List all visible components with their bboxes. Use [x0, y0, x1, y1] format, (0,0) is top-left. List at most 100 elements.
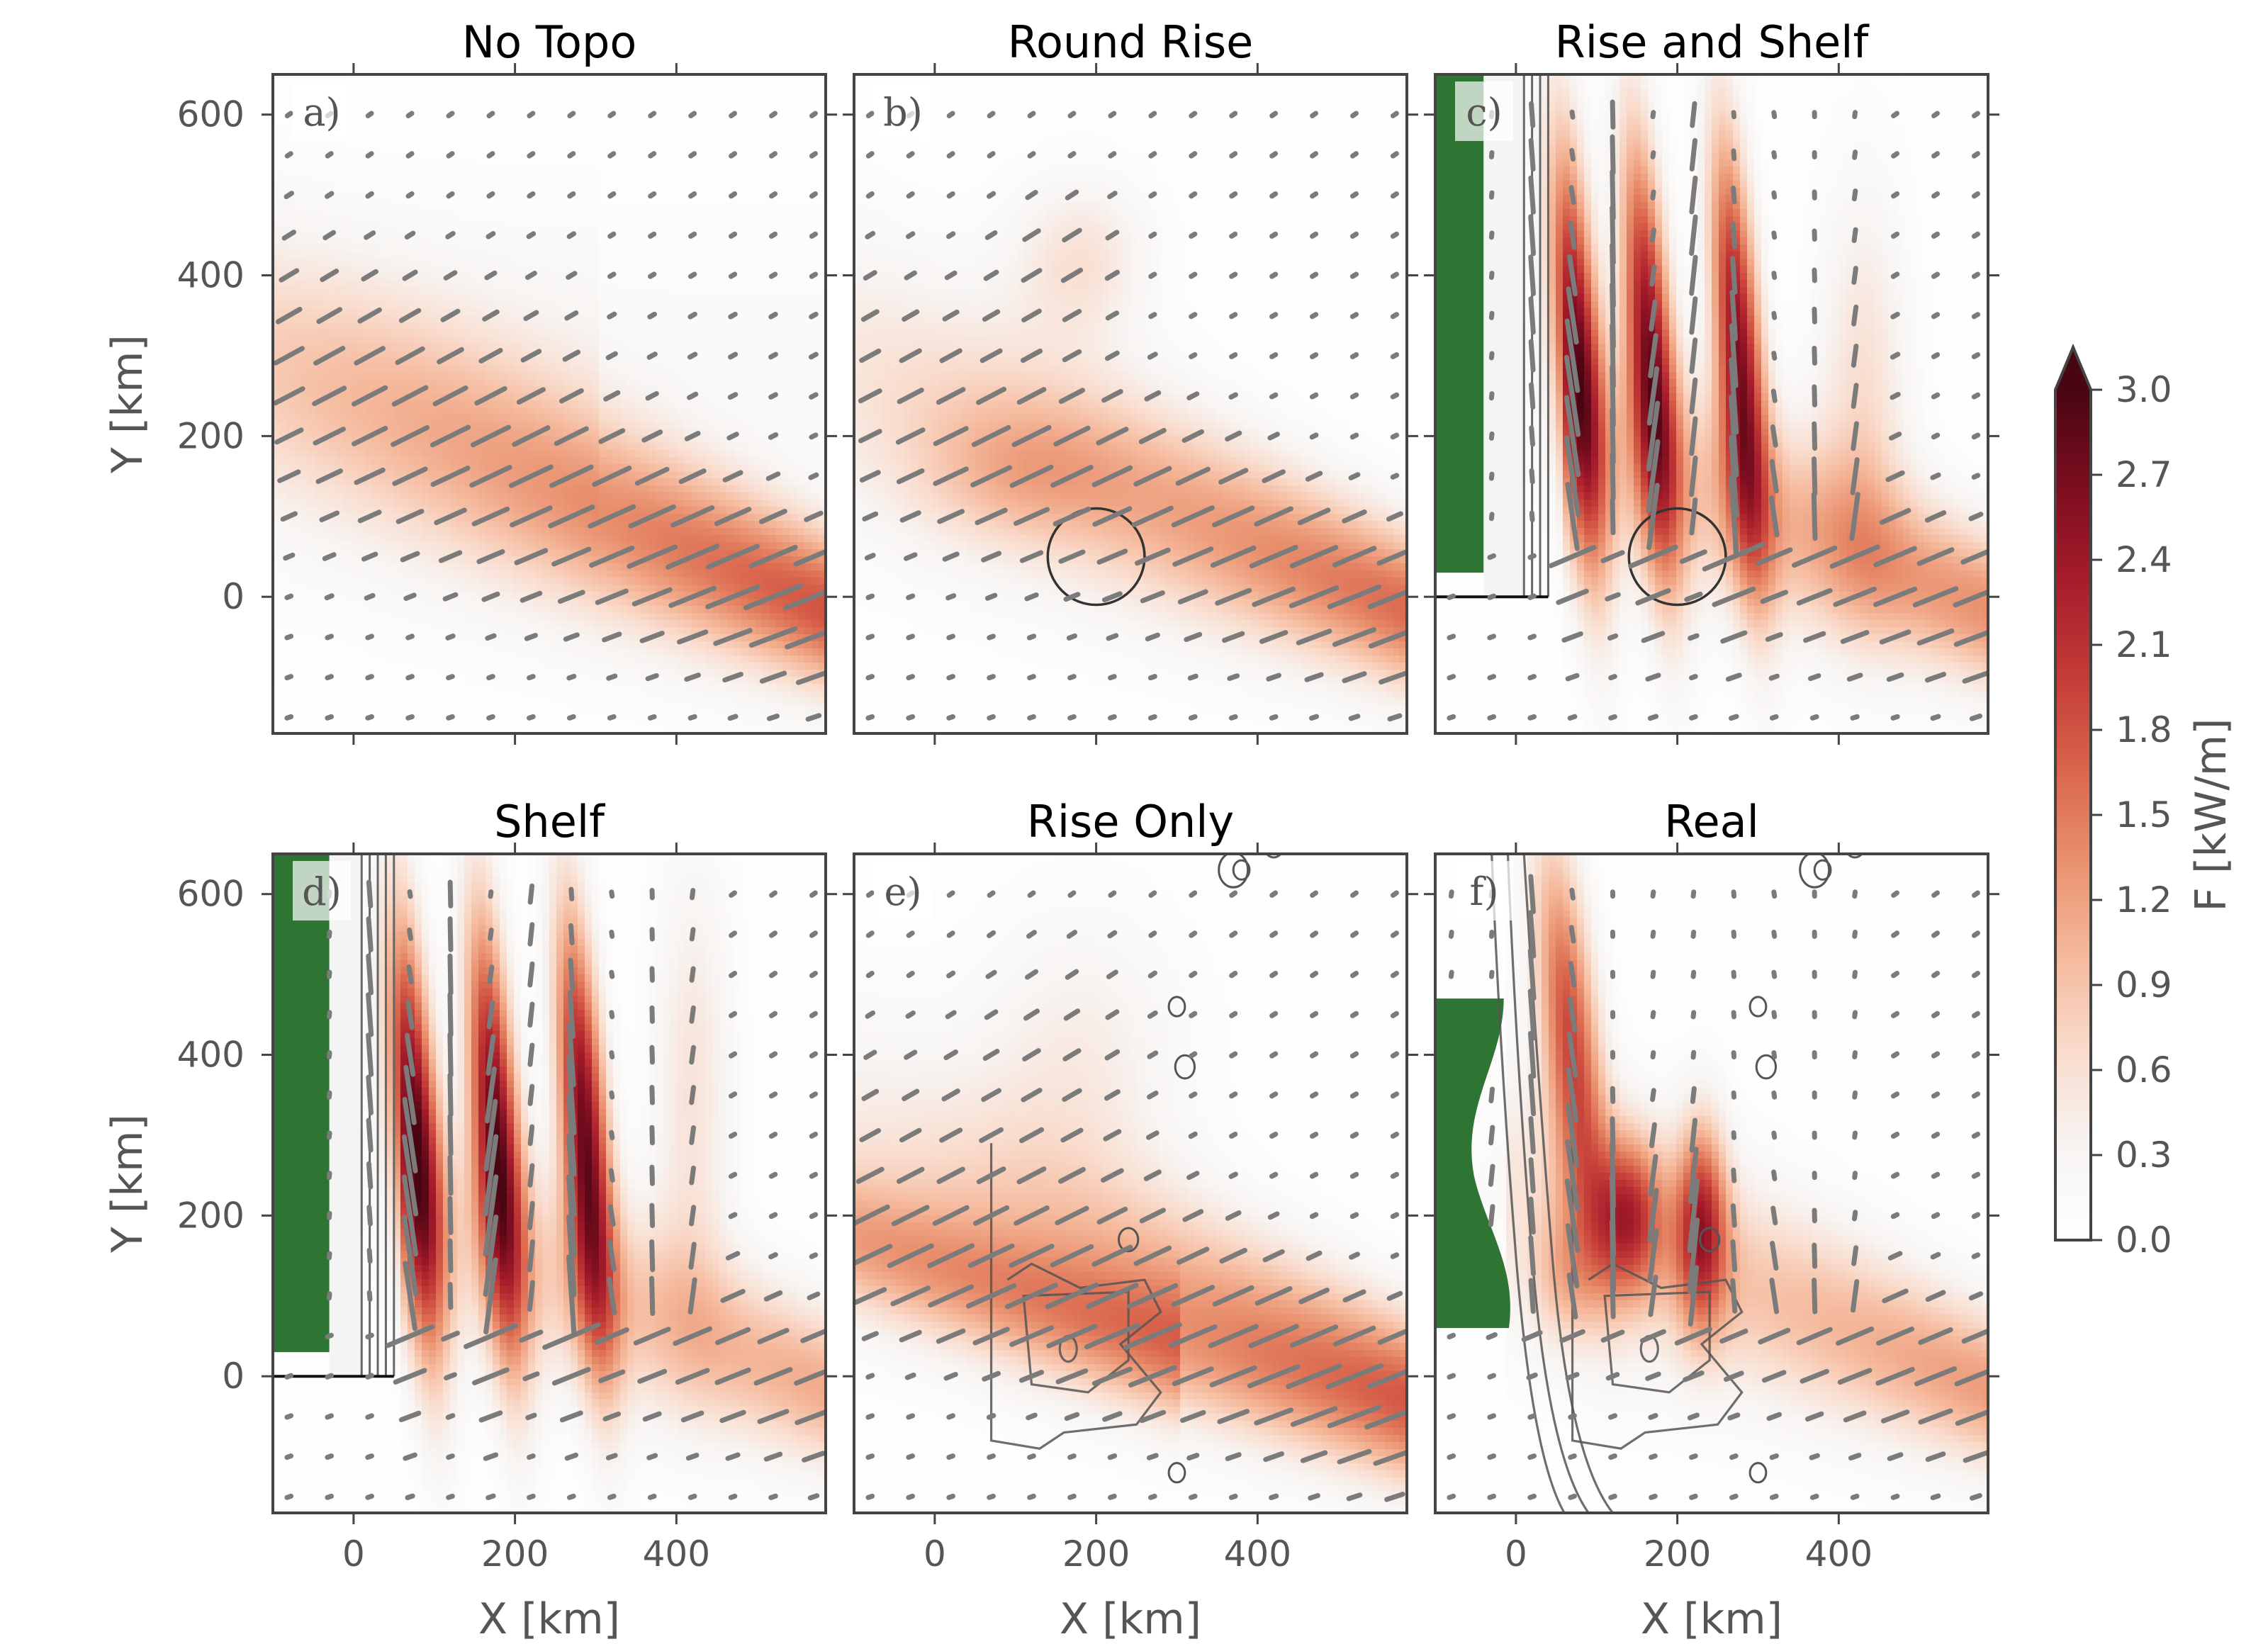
heatmap-cell [627, 627, 635, 635]
heatmap-cell [429, 337, 437, 344]
heatmap-cell [464, 351, 472, 359]
heatmap-cell [422, 400, 430, 408]
heatmap-cell [464, 273, 472, 281]
heatmap-cell [436, 422, 444, 429]
heatmap-cell [485, 641, 493, 649]
heatmap-cell [535, 259, 543, 266]
heatmap-cell [571, 117, 578, 125]
heatmap-cell [620, 422, 628, 429]
heatmap-cell [627, 422, 635, 429]
heatmap-cell [627, 280, 635, 288]
heatmap-cell [337, 500, 344, 507]
heatmap-cell [344, 167, 352, 174]
heatmap-cell [443, 500, 451, 507]
heatmap-cell [372, 330, 380, 337]
heatmap-cell [634, 308, 642, 316]
heatmap-cell [521, 485, 529, 493]
heatmap-cell [457, 478, 465, 486]
heatmap-cell [379, 223, 387, 231]
heatmap-cell [563, 230, 571, 238]
heatmap-cell [308, 563, 316, 571]
heatmap-cell [344, 528, 352, 536]
heatmap-cell [514, 195, 522, 203]
heatmap-cell [408, 330, 415, 337]
heatmap-cell [641, 301, 649, 309]
heatmap-cell [429, 570, 437, 578]
heatmap-cell [500, 337, 507, 344]
heatmap-cell [507, 96, 515, 103]
heatmap-cell [301, 415, 309, 422]
heatmap-cell [308, 216, 316, 224]
heatmap-cell [344, 634, 352, 642]
heatmap-cell [620, 96, 628, 103]
heatmap-cell [393, 74, 401, 82]
heatmap-cell [386, 464, 394, 472]
heatmap-cell [606, 500, 614, 507]
heatmap-cell [507, 216, 515, 224]
heatmap-cell [613, 393, 621, 401]
heatmap-cell [422, 81, 430, 89]
heatmap-cell [500, 202, 507, 210]
heatmap-cell [393, 613, 401, 621]
heatmap-cell [365, 655, 373, 663]
heatmap-cell [422, 294, 430, 302]
heatmap-cell [464, 521, 472, 529]
heatmap-cell [507, 344, 515, 351]
heatmap-cell [294, 322, 302, 330]
heatmap-cell [322, 209, 330, 217]
heatmap-cell [592, 712, 600, 720]
heatmap-cell [471, 252, 479, 259]
heatmap-cell [485, 308, 493, 316]
heatmap-cell [578, 152, 585, 160]
heatmap-cell [280, 81, 288, 89]
heatmap-cell [280, 698, 288, 706]
heatmap-cell [493, 337, 500, 344]
heatmap-cell [620, 691, 628, 699]
heatmap-cell [634, 393, 642, 401]
heatmap-cell [280, 365, 288, 373]
heatmap-cell [620, 698, 628, 706]
heatmap-cell [379, 110, 387, 118]
heatmap-cell [365, 74, 373, 82]
heatmap-cell [507, 379, 515, 387]
heatmap-cell [365, 124, 373, 132]
heatmap-cell [528, 705, 536, 713]
heatmap-cell [507, 117, 515, 125]
heatmap-cell [337, 174, 344, 181]
heatmap-cell [471, 145, 479, 153]
heatmap-cell [294, 663, 302, 670]
heatmap-cell [386, 259, 394, 266]
heatmap-cell [443, 358, 451, 366]
heatmap-cell [273, 344, 281, 351]
heatmap-cell [294, 138, 302, 146]
heatmap-cell [273, 74, 281, 82]
heatmap-cell [493, 344, 500, 351]
heatmap-cell [322, 266, 330, 274]
heatmap-cell [471, 492, 479, 500]
heatmap-cell [422, 96, 430, 103]
heatmap-cell [457, 443, 465, 451]
heatmap-cell [592, 89, 600, 96]
heatmap-cell [443, 167, 451, 174]
heatmap-cell [273, 663, 281, 670]
heatmap-cell [606, 330, 614, 337]
heatmap-cell [641, 209, 649, 217]
heatmap-cell [471, 627, 479, 635]
heatmap-cell [273, 457, 281, 465]
heatmap-cell [400, 230, 408, 238]
heatmap-cell [443, 145, 451, 153]
heatmap-cell [571, 152, 578, 160]
heatmap-cell [571, 478, 578, 486]
heatmap-cell [507, 514, 515, 522]
heatmap-cell [337, 627, 344, 635]
heatmap-cell [337, 422, 344, 429]
heatmap-cell [535, 322, 543, 330]
heatmap-cell [393, 726, 401, 733]
heatmap-cell [315, 237, 323, 245]
heatmap-cell [478, 514, 486, 522]
heatmap-cell [344, 485, 352, 493]
heatmap-cell [599, 124, 607, 132]
heatmap-cell [485, 252, 493, 259]
heatmap-cell [500, 570, 507, 578]
heatmap-cell [521, 96, 529, 103]
